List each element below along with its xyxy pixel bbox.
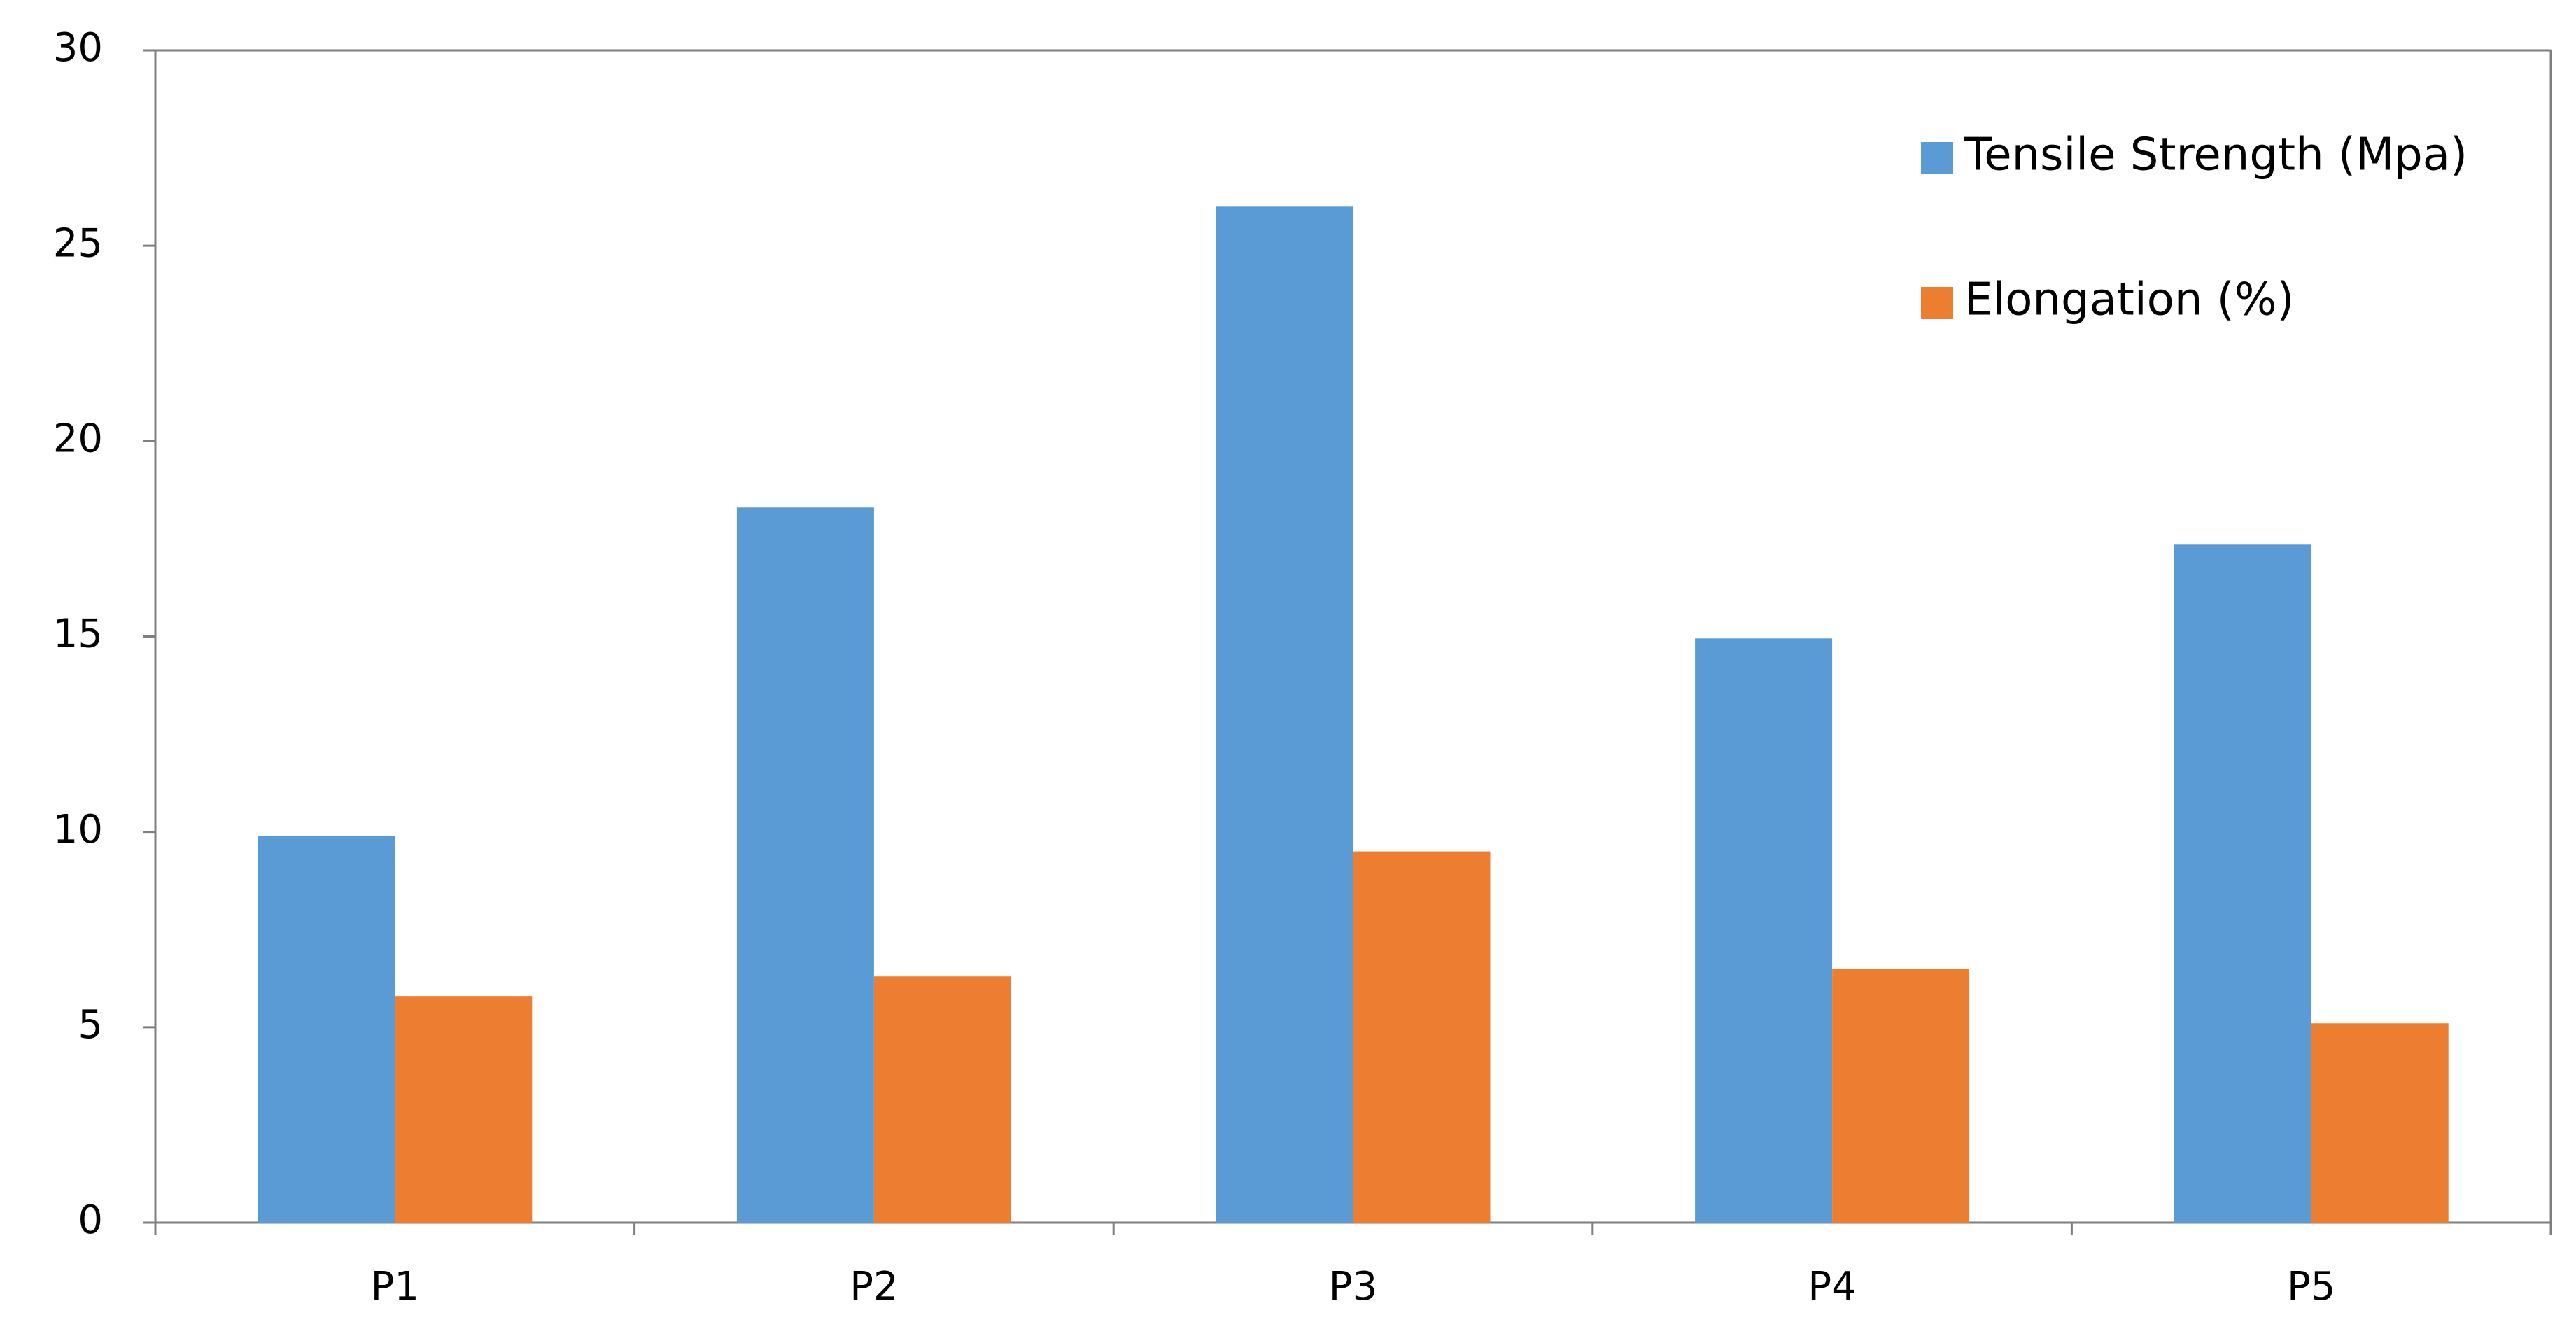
x-tick-labels: P1 P2 P3 P4 P5	[371, 1264, 2336, 1309]
bars	[258, 206, 2449, 1223]
bar-tensile-strength	[2174, 544, 2311, 1223]
bar-elongation	[1353, 851, 1491, 1223]
x-tick-label: P4	[1808, 1264, 1856, 1309]
y-tick-label: 20	[53, 416, 103, 461]
y-tick-label: 30	[53, 25, 103, 71]
bar-tensile-strength	[258, 836, 395, 1223]
legend-swatch	[1921, 287, 1953, 319]
bar-elongation	[395, 996, 533, 1223]
x-tick-label: P1	[371, 1264, 419, 1309]
legend: Tensile Strength (Mpa) Elongation (%)	[1921, 129, 2468, 326]
bar-tensile-strength	[736, 507, 874, 1223]
legend-label: Elongation (%)	[1964, 274, 2294, 326]
x-tick-label: P2	[850, 1264, 898, 1309]
bar-tensile-strength	[1216, 206, 1353, 1223]
legend-label: Tensile Strength (Mpa)	[1964, 129, 2468, 181]
legend-swatch	[1921, 142, 1953, 174]
x-tick-label: P5	[2287, 1264, 2335, 1309]
y-tick-label: 0	[78, 1197, 103, 1243]
bar-elongation	[873, 976, 1011, 1223]
y-tick-label: 15	[53, 612, 103, 657]
bar-elongation	[2311, 1023, 2449, 1223]
bar-tensile-strength	[1695, 638, 1833, 1223]
y-tick-label: 5	[78, 1002, 103, 1048]
x-tick-label: P3	[1329, 1264, 1377, 1309]
bar-elongation	[1832, 969, 1970, 1223]
y-tick-label: 25	[53, 220, 103, 266]
y-tick-labels: 0 5 10 15 20 25 30	[53, 25, 103, 1243]
y-tick-label: 10	[53, 807, 103, 852]
